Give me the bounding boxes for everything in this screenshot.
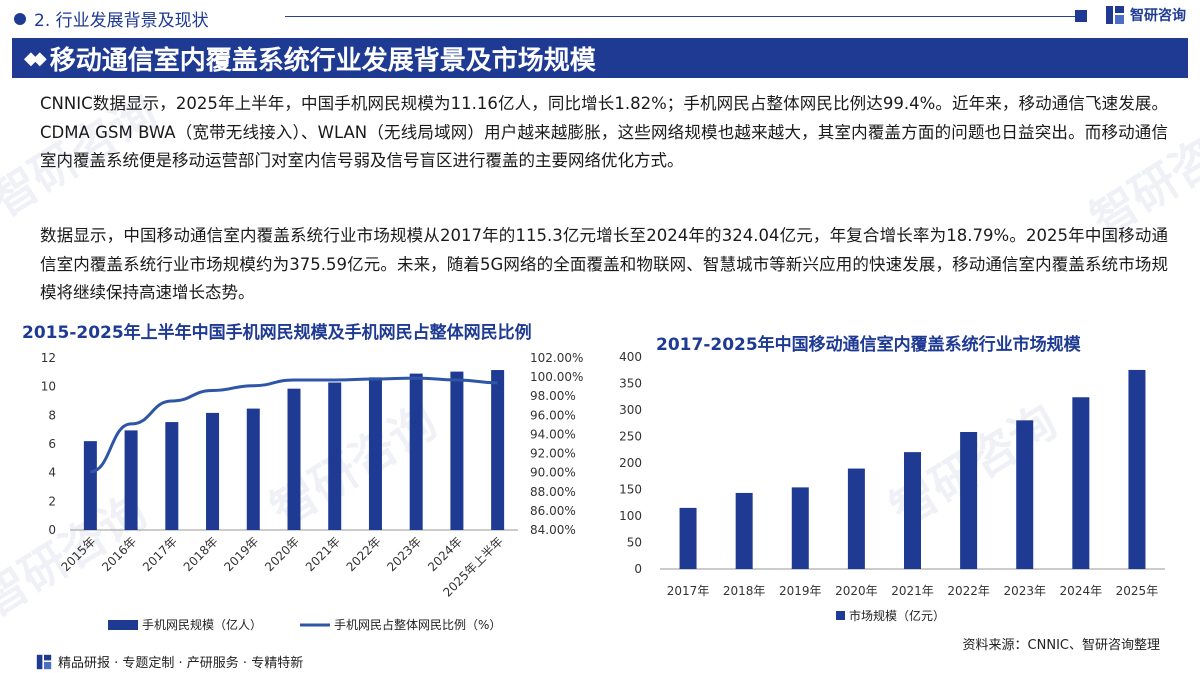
top-bar: 2. 行业发展背景及现状 智研咨询 xyxy=(0,0,1200,34)
x-tick-label: 2018年 xyxy=(723,584,766,598)
bar xyxy=(679,507,697,569)
bar xyxy=(165,422,179,530)
x-tick-label: 2022年 xyxy=(947,584,990,598)
chart1-title: 2015-2025年上半年中国手机网民规模及手机网民占整体网民比例 xyxy=(22,323,532,343)
x-tick-label: 2025年 xyxy=(1116,584,1159,598)
bar xyxy=(124,430,138,530)
share-line xyxy=(90,376,498,474)
left-axis-tick: 0 xyxy=(48,523,56,537)
diamond-icon: ◆◆ xyxy=(24,47,47,69)
footer: 精品研报 · 专题定制 · 产研服务 · 专精特新 xyxy=(0,648,1200,673)
y-axis-tick: 150 xyxy=(619,483,642,497)
legend-label: 市场规模（亿元） xyxy=(849,608,945,623)
x-tick-label: 2016年 xyxy=(99,534,139,574)
y-axis-tick: 350 xyxy=(619,377,642,391)
divider xyxy=(285,16,1085,17)
legend-label: 手机网民规模（亿人） xyxy=(142,617,262,632)
bar xyxy=(491,370,505,530)
y-axis-tick: 250 xyxy=(619,430,642,444)
page-title: 移动通信室内覆盖系统行业发展背景及市场规模 xyxy=(49,45,596,76)
y-axis-tick: 50 xyxy=(627,536,642,550)
left-axis-tick: 6 xyxy=(48,437,56,451)
legend-bar-swatch xyxy=(836,611,845,620)
bar xyxy=(791,487,809,569)
x-tick-label: 2023年 xyxy=(384,534,424,574)
x-tick-label: 2018年 xyxy=(181,534,221,574)
netizen-chart: 0 2 4 6 8 10 12 84.00% 86.00% 88.00% 90.00% 92.00% 9… xyxy=(41,351,584,632)
bar xyxy=(206,412,220,530)
title-banner: ◆◆ 移动通信室内覆盖系统行业发展背景及市场规模 xyxy=(12,38,1188,78)
footer-logo-icon xyxy=(36,654,52,669)
bar xyxy=(246,408,260,530)
x-tick-label: 2017年 xyxy=(140,534,180,574)
right-axis-tick: 92.00% xyxy=(530,447,576,461)
right-axis-tick: 86.00% xyxy=(530,504,576,518)
right-axis-tick: 102.00% xyxy=(530,351,583,365)
x-tick-label: 2017年 xyxy=(667,584,710,598)
x-tick-label: 2022年 xyxy=(344,534,384,574)
right-axis-tick: 88.00% xyxy=(530,485,576,499)
bar xyxy=(1016,420,1034,569)
x-tick-label: 2024年 xyxy=(1060,584,1103,598)
bar xyxy=(960,431,978,569)
left-axis-tick: 2 xyxy=(48,494,56,508)
right-axis-tick: 100.00% xyxy=(530,370,583,384)
divider-square-icon xyxy=(1075,10,1087,22)
bullet-icon xyxy=(14,12,26,25)
bar xyxy=(83,441,97,530)
right-axis-tick: 96.00% xyxy=(530,408,576,422)
left-axis-tick: 4 xyxy=(48,466,56,480)
bar xyxy=(904,452,921,569)
source-note: 资料来源：CNNIC、智研咨询整理 xyxy=(962,638,1160,653)
x-tick-label: 2019年 xyxy=(779,584,822,598)
x-tick-label: 2020年 xyxy=(262,534,302,574)
left-axis-tick: 8 xyxy=(48,408,56,422)
bar xyxy=(409,373,423,530)
footer-text: 精品研报 · 专题定制 · 产研服务 · 专精特新 xyxy=(58,656,304,671)
x-tick-label: 2021年 xyxy=(303,534,343,574)
left-axis-tick: 12 xyxy=(41,351,56,365)
right-axis-tick: 98.00% xyxy=(530,389,576,403)
legend-bar-swatch xyxy=(108,620,138,630)
brand-logo-icon xyxy=(1106,6,1124,24)
chart2-title: 2017-2025年中国移动通信室内覆盖系统行业市场规模 xyxy=(656,335,1081,355)
x-tick-label: 2015年 xyxy=(59,534,99,574)
bar xyxy=(368,377,382,530)
section-title-text: 2. 行业发展背景及现状 xyxy=(34,11,209,31)
x-tick-label: 2019年 xyxy=(221,534,261,574)
market-size-chart: 0 50 100 150 200 250 300 350 400 2017年 2018年 2019年 2… xyxy=(619,350,1165,623)
x-tick-label: 2020年 xyxy=(835,584,878,598)
y-axis-tick: 400 xyxy=(619,350,642,364)
right-axis-tick: 90.00% xyxy=(530,466,576,480)
bar xyxy=(450,371,464,530)
x-tick-label: 2021年 xyxy=(891,584,934,598)
bar xyxy=(1072,397,1090,569)
bar xyxy=(735,492,753,569)
left-axis-tick: 10 xyxy=(41,380,56,394)
brand-name: 智研咨询 xyxy=(1130,8,1186,24)
x-tick-label: 2024年 xyxy=(425,534,465,574)
y-axis-tick: 300 xyxy=(619,403,642,417)
bar xyxy=(1128,369,1146,569)
right-axis-tick: 94.00% xyxy=(530,427,576,441)
y-axis-tick: 200 xyxy=(619,456,642,470)
bar xyxy=(328,382,342,530)
x-tick-label: 2023年 xyxy=(1003,584,1046,598)
section-title: 2. 行业发展背景及现状 xyxy=(14,6,209,31)
right-axis-tick: 84.00% xyxy=(530,523,576,537)
y-axis-tick: 100 xyxy=(619,509,642,523)
bar xyxy=(287,388,301,530)
bar xyxy=(847,468,865,569)
footer-tagline: 精品研报 · 专题定制 · 产研服务 · 专精特新 xyxy=(36,652,303,671)
y-axis-tick: 0 xyxy=(634,562,642,576)
market-paragraph: 数据显示，中国移动通信室内覆盖系统行业市场规模从2017年的115.3亿元增长至… xyxy=(40,226,1168,302)
legend-label: 手机网民占整体网民比例（%） xyxy=(334,617,501,632)
intro-paragraph: CNNIC数据显示，2025年上半年，中国手机网民规模为11.16亿人，同比增长… xyxy=(40,94,1168,170)
brand: 智研咨询 xyxy=(1105,5,1186,25)
